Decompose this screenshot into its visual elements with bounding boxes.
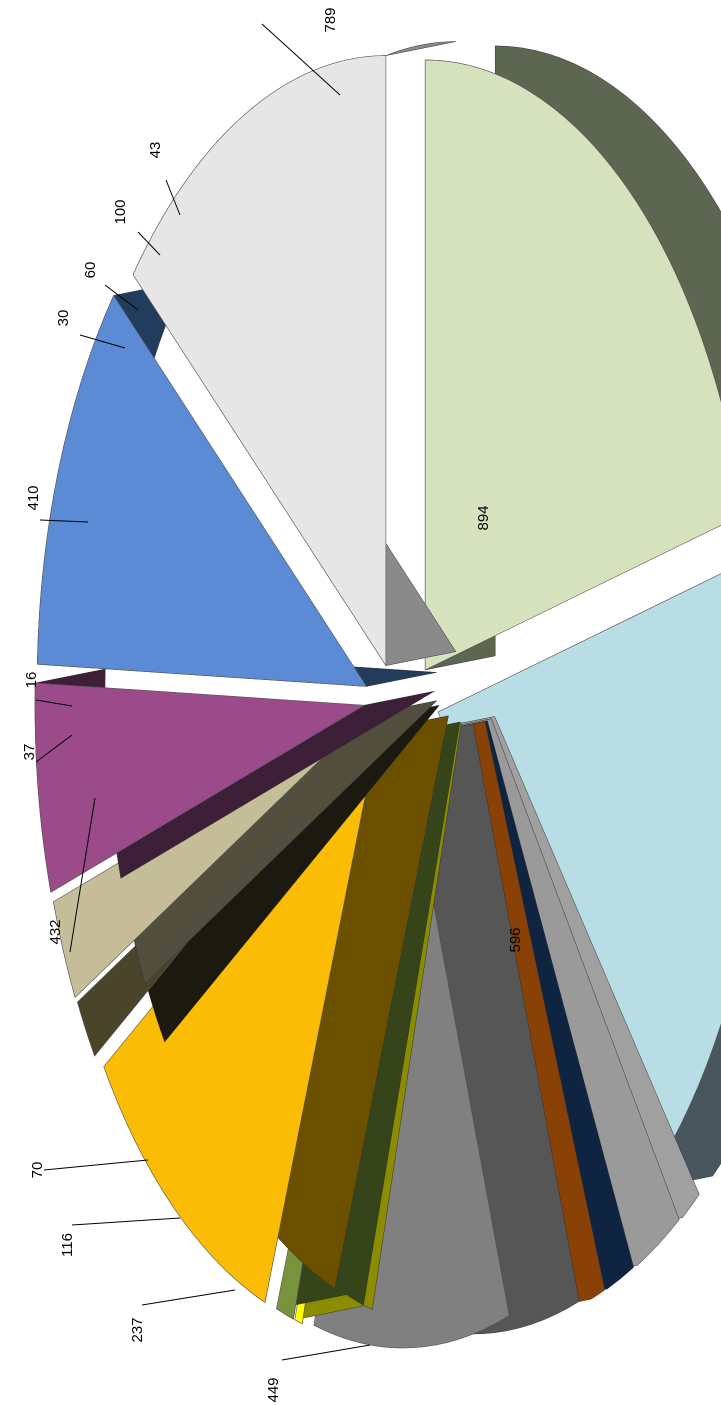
data-label-14: 449 [265,1377,282,1402]
leader-line-14 [281,1344,371,1361]
leader-line-7 [39,519,89,523]
leader-lines-layer [35,23,371,1361]
slice-1 [424,59,721,671]
leader-line-5 [104,284,139,311]
data-label-2: 789 [322,7,339,32]
leader-line-2 [261,23,341,96]
data-label-8: 16 [23,672,40,689]
slice-15 [132,55,387,667]
leader-line-4 [137,231,161,256]
labels-layer: 894 789 43 100 60 30 410 16 37 432 70 116 237 449 596 [21,7,524,1402]
data-label-10: 432 [47,919,64,944]
slices-layer [34,41,721,1349]
leader-line-9 [35,734,73,763]
data-label-1: 894 [475,505,492,530]
slice-2 [437,573,721,1191]
slice-13 [34,682,366,893]
data-label-15: 596 [507,927,524,952]
slice-14 [37,294,368,687]
leader-line-11 [43,1159,149,1171]
leader-line-8 [35,699,73,707]
slice-12 [53,714,368,999]
leader-line-6 [79,334,126,349]
slice-10 [103,729,379,1303]
data-label-3: 43 [147,142,164,159]
leader-line-12 [71,1217,181,1226]
data-label-5: 60 [82,262,99,279]
leader-line-13 [141,1289,236,1306]
data-label-11: 70 [29,1162,46,1179]
slice-side-2 [437,573,721,1191]
leader-line-10 [69,797,96,953]
data-label-9: 37 [21,744,38,761]
data-label-13: 237 [129,1317,146,1342]
leader-line-3 [165,179,181,216]
data-label-6: 30 [55,310,72,327]
data-label-12: 116 [59,1233,76,1257]
data-label-4: 100 [112,199,129,224]
data-label-7: 410 [25,485,42,510]
